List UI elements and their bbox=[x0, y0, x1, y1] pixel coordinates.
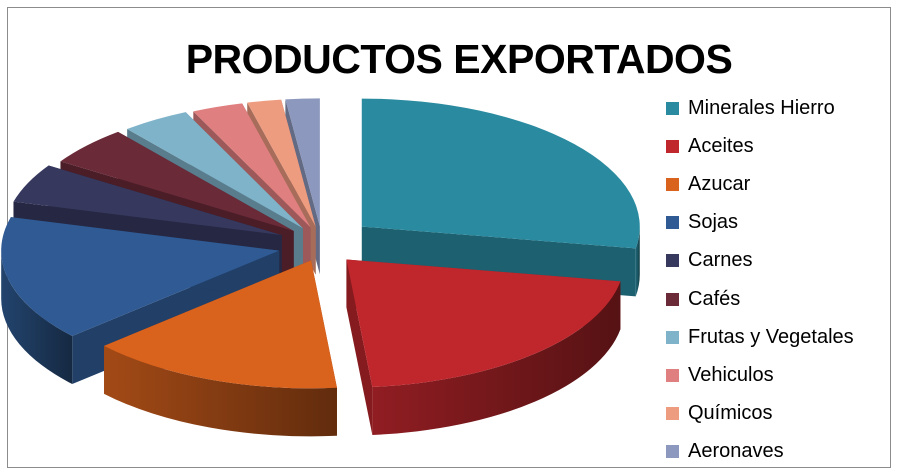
legend-item: Vehiculos bbox=[666, 356, 891, 394]
legend-label: Cafés bbox=[688, 287, 741, 310]
legend-label: Vehiculos bbox=[688, 363, 774, 386]
pie-slice bbox=[104, 260, 337, 437]
legend-swatch bbox=[666, 101, 679, 115]
slice-side-wall bbox=[346, 259, 373, 435]
slice-top bbox=[247, 99, 316, 227]
legend-label: Frutas y Vegetales bbox=[688, 325, 854, 348]
legend-label: Minerales Hierro bbox=[688, 96, 835, 119]
slice-outer-wall bbox=[104, 345, 337, 437]
legend-label: Carnes bbox=[688, 249, 753, 272]
legend-label: Azucar bbox=[688, 172, 751, 195]
legend-label: Químicos bbox=[688, 402, 773, 425]
legend-item: Químicos bbox=[666, 395, 891, 433]
slice-top bbox=[193, 103, 311, 228]
slice-outer-wall bbox=[1, 250, 73, 385]
legend-label: Aeronaves bbox=[688, 440, 784, 463]
slice-top bbox=[127, 112, 303, 229]
pie-slice bbox=[346, 259, 621, 435]
legend-item: Cafés bbox=[666, 280, 891, 318]
legend-item: Aeronaves bbox=[666, 433, 891, 471]
legend-item: Minerales Hierro bbox=[666, 89, 891, 127]
legend-item: Aceites bbox=[666, 127, 891, 165]
slice-top bbox=[361, 98, 640, 249]
legend-item: Carnes bbox=[666, 242, 891, 280]
legend-label: Aceites bbox=[688, 134, 754, 157]
legend-swatch bbox=[666, 216, 679, 230]
slice-top bbox=[104, 260, 337, 389]
legend-swatch bbox=[666, 407, 679, 421]
slice-top bbox=[1, 217, 280, 337]
legend-swatch bbox=[666, 368, 679, 382]
slice-outer-wall bbox=[635, 226, 640, 297]
chart-title: PRODUCTOS EXPORTADOS bbox=[185, 36, 733, 82]
legend-swatch bbox=[666, 254, 679, 268]
slice-top bbox=[285, 98, 320, 227]
legend-swatch bbox=[666, 330, 679, 344]
slice-top bbox=[346, 259, 621, 387]
legend-swatch bbox=[666, 139, 679, 153]
legend-swatch bbox=[666, 177, 679, 191]
slice-outer-wall bbox=[372, 281, 621, 435]
legend-swatch bbox=[666, 292, 679, 306]
legend-label: Sojas bbox=[688, 211, 739, 234]
slice-top bbox=[60, 131, 294, 232]
legend-item: Frutas y Vegetales bbox=[666, 318, 891, 356]
slice-top bbox=[13, 165, 282, 236]
legend-swatch bbox=[666, 445, 679, 459]
legend-item: Azucar bbox=[666, 165, 891, 203]
legend-item: Sojas bbox=[666, 204, 891, 242]
chart-legend: Minerales Hierro Aceites Azucar Sojas Carnes… bbox=[666, 89, 891, 471]
